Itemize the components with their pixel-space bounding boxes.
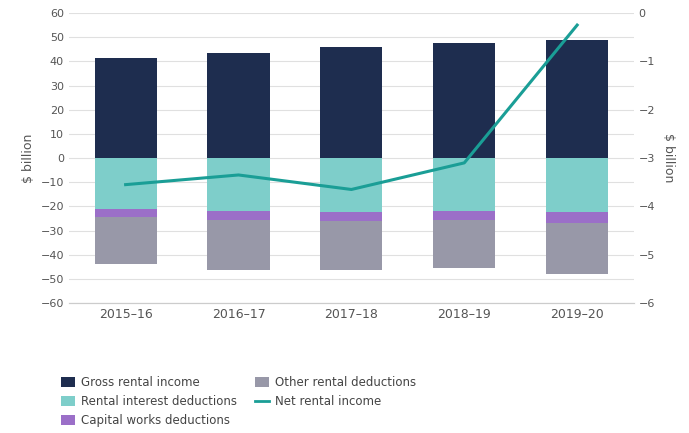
Bar bbox=[94, 158, 156, 209]
Bar bbox=[320, 213, 382, 221]
Bar bbox=[94, 209, 156, 217]
Net rental income bbox=[121, 182, 130, 187]
Bar bbox=[433, 211, 495, 220]
Bar bbox=[320, 158, 382, 213]
Bar bbox=[546, 158, 608, 213]
Y-axis label: $ billion: $ billion bbox=[22, 133, 35, 183]
Bar bbox=[320, 221, 382, 271]
Bar bbox=[207, 158, 269, 211]
Net rental income bbox=[347, 187, 356, 192]
Bar bbox=[207, 220, 269, 270]
Net rental income bbox=[460, 160, 469, 165]
Net rental income bbox=[573, 23, 582, 28]
Bar bbox=[546, 213, 608, 223]
Y-axis label: $ billion: $ billion bbox=[661, 133, 675, 183]
Bar bbox=[433, 220, 495, 268]
Line: Net rental income: Net rental income bbox=[125, 25, 577, 190]
Bar bbox=[546, 223, 608, 274]
Bar bbox=[207, 53, 269, 158]
Bar bbox=[320, 47, 382, 158]
Bar bbox=[94, 58, 156, 158]
Net rental income bbox=[234, 172, 243, 178]
Bar bbox=[94, 217, 156, 265]
Bar bbox=[433, 158, 495, 211]
Bar bbox=[433, 43, 495, 158]
Legend: Gross rental income, Rental interest deductions, Capital works deductions, Other: Gross rental income, Rental interest ded… bbox=[61, 376, 416, 427]
Bar bbox=[546, 39, 608, 158]
Bar bbox=[207, 211, 269, 220]
